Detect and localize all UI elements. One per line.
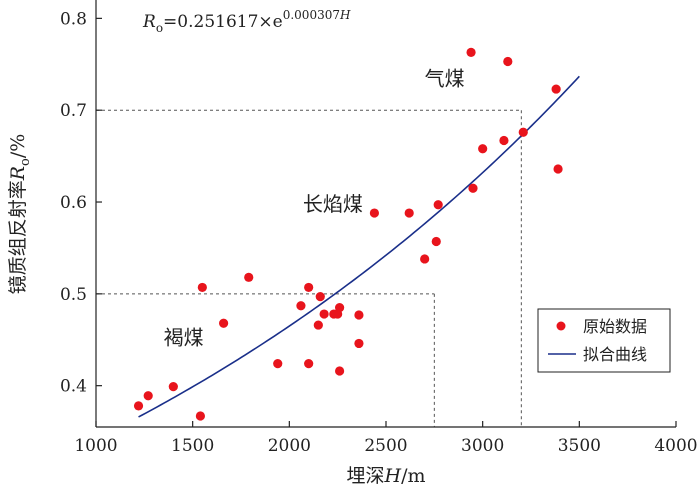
region-labels: 褐煤 长焰煤 气煤 bbox=[164, 66, 465, 349]
x-tick-label: 2000 bbox=[268, 436, 311, 456]
data-point bbox=[431, 236, 441, 247]
data-point bbox=[296, 301, 306, 311]
x-ticks: 1000 1500 2000 2500 3000 3500 4000 bbox=[74, 421, 698, 456]
region-label: 长焰煤 bbox=[303, 192, 363, 216]
data-point bbox=[518, 127, 528, 137]
x-tick-label: 4000 bbox=[654, 436, 697, 456]
data-points bbox=[133, 0, 563, 421]
data-point bbox=[244, 272, 254, 282]
x-tick-label: 1500 bbox=[171, 436, 214, 456]
y-tick-label: 0.6 bbox=[60, 193, 87, 213]
data-point bbox=[133, 401, 144, 411]
x-tick-label: 3000 bbox=[461, 436, 504, 456]
legend-label-points: 原始数据 bbox=[583, 317, 647, 336]
region-label: 褐煤 bbox=[164, 325, 204, 349]
y-tick-label: 0.4 bbox=[60, 377, 87, 397]
data-point bbox=[315, 292, 325, 302]
data-point bbox=[503, 56, 513, 67]
x-tick-label: 1000 bbox=[74, 436, 117, 456]
legend-box bbox=[537, 308, 671, 373]
y-tick-label: 0.8 bbox=[60, 9, 87, 29]
data-point bbox=[313, 320, 323, 330]
data-point bbox=[197, 282, 207, 293]
fit-curve bbox=[138, 75, 580, 418]
data-point bbox=[335, 303, 345, 313]
y-axis-title: 镜质组反射率Ro/% bbox=[7, 134, 33, 295]
data-point bbox=[319, 309, 329, 319]
data-point bbox=[478, 144, 488, 154]
legend-marker-points bbox=[556, 321, 566, 331]
y-ticks: 0.4 0.5 0.6 0.7 0.8 bbox=[60, 9, 102, 397]
data-point bbox=[304, 359, 314, 369]
y-tick-label: 0.5 bbox=[60, 285, 87, 305]
data-point bbox=[468, 183, 478, 193]
reference-lines bbox=[96, 109, 522, 427]
data-point bbox=[354, 338, 364, 349]
x-axis-title: 埋深H/m bbox=[346, 465, 425, 487]
data-point bbox=[354, 310, 364, 320]
data-point bbox=[143, 391, 153, 401]
data-point bbox=[369, 208, 379, 218]
data-point bbox=[420, 254, 430, 264]
fit-equation: Ro=0.251617×e0.000307H bbox=[142, 8, 351, 35]
data-point bbox=[466, 47, 476, 57]
data-point bbox=[304, 282, 314, 293]
data-point bbox=[433, 200, 443, 210]
data-point bbox=[553, 164, 563, 174]
data-point bbox=[551, 84, 561, 94]
x-tick-label: 2500 bbox=[364, 436, 407, 456]
legend-label-line: 拟合曲线 bbox=[583, 345, 647, 364]
legend: 原始数据 拟合曲线 bbox=[537, 308, 671, 373]
x-tick-label: 3500 bbox=[558, 436, 601, 456]
data-point bbox=[404, 208, 414, 218]
data-point bbox=[195, 411, 205, 421]
data-point bbox=[168, 381, 178, 392]
data-point bbox=[273, 359, 283, 369]
data-point bbox=[499, 135, 509, 146]
region-label: 气煤 bbox=[425, 66, 465, 90]
data-point bbox=[335, 366, 345, 376]
data-point bbox=[219, 318, 229, 328]
y-tick-label: 0.7 bbox=[60, 101, 87, 121]
